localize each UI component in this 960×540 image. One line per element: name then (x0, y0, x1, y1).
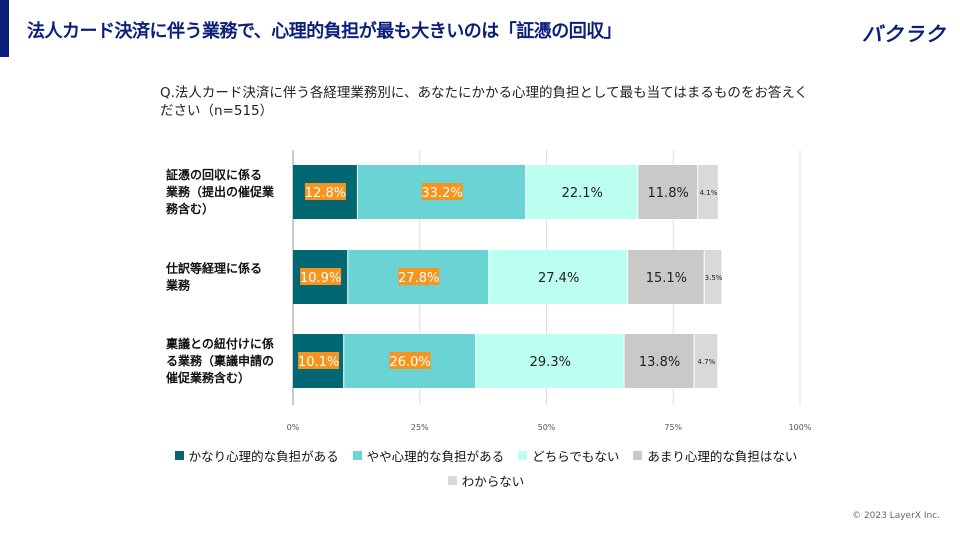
legend-swatch (447, 476, 457, 485)
x-tick-label: 100% (789, 423, 812, 432)
data-label: 15.1% (646, 271, 687, 286)
category-label: る業務（稟議申請の (166, 353, 274, 368)
data-label: 12.8% (305, 186, 346, 201)
page-title: 法人カード決済に伴う業務で、心理的負担が最も大きいのは「証憑の回収」 (27, 21, 622, 42)
legend-item: わからない (447, 471, 525, 490)
bar-segment (526, 165, 638, 219)
category-label: 業務（提出の催促業 (165, 184, 275, 199)
data-label: 22.1% (562, 186, 603, 201)
legend-swatch (174, 451, 184, 460)
category-label: 仕訳等経理に係る (165, 261, 262, 276)
legend-item: かなり心理的な負担がある (174, 446, 339, 465)
brand-logo: バクラク (862, 22, 946, 46)
legend-label: わからない (461, 474, 525, 489)
legend-label: どちらでもない (532, 449, 620, 464)
data-label-highlight (421, 183, 463, 200)
data-label: 26.0% (389, 355, 430, 370)
copyright: © 2023 LayerX Inc. (852, 511, 940, 521)
data-label: 10.9% (300, 271, 341, 286)
legend-item: どちらでもない (518, 446, 619, 465)
data-label-highlight (304, 183, 346, 200)
legend-swatch (633, 451, 643, 460)
x-tick-label: 75% (664, 423, 682, 432)
data-label: 33.2% (421, 186, 462, 201)
legend-label: かなり心理的な負担がある (188, 449, 339, 464)
bar-segment (704, 250, 722, 304)
bar-segment (476, 334, 624, 388)
chart-legend: かなり心理的な負担がある やや心理的な負担がある どちらでもない あまり心理的な負担は… (166, 446, 806, 490)
data-label-highlight (389, 352, 431, 369)
category-label: 証憑の回収に係る (166, 167, 262, 182)
category-label: 稟議との紐付けに係 (166, 336, 274, 351)
data-label: 13.8% (639, 355, 680, 370)
legend-label: やや心理的な負担がある (366, 449, 505, 464)
data-label: 3.5% (705, 274, 723, 282)
data-label-highlight (298, 352, 340, 369)
data-label: 10.1% (298, 355, 339, 370)
data-label: 11.8% (648, 186, 689, 201)
data-label: 4.1% (700, 189, 718, 197)
x-tick-label: 25% (411, 423, 429, 432)
bar-segment (694, 334, 718, 388)
bar-segment (489, 250, 628, 304)
data-label: 27.4% (538, 271, 579, 286)
chart-title: Q.法人カード決済に伴う各経理業務別に、あなたにかかる心理的負担として最も当ては… (160, 85, 808, 119)
bar-segment (628, 250, 704, 304)
category-label: 催促業務含む） (166, 370, 250, 385)
category-label: 業務 (165, 278, 191, 293)
legend-item: あまり心理的な負担はない (633, 446, 797, 465)
data-label-highlight (300, 268, 342, 285)
data-label: 4.7% (698, 358, 716, 366)
data-label: 27.8% (398, 271, 439, 286)
bar-segment (624, 334, 694, 388)
data-label-highlight (398, 268, 440, 285)
category-label: 務含む） (166, 201, 214, 216)
title-accent-bar (0, 0, 9, 57)
bar-segment (698, 165, 718, 219)
legend-swatch (352, 451, 362, 460)
x-tick-label: 0% (287, 423, 300, 432)
legend-label: あまり心理的な負担はない (647, 449, 798, 464)
bar-segment (638, 165, 698, 219)
data-label: 29.3% (530, 355, 571, 370)
legend-item: やや心理的な負担がある (352, 446, 505, 465)
x-tick-label: 50% (538, 423, 556, 432)
legend-swatch (518, 451, 528, 460)
